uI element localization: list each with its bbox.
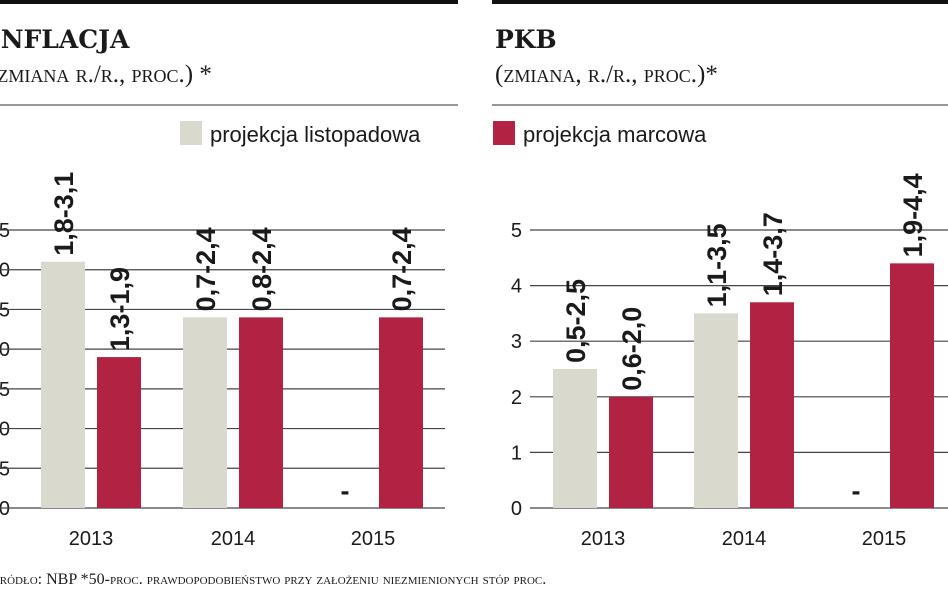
x-tick-label: 2015	[862, 528, 907, 550]
value-label: 1,8-3,1	[49, 172, 79, 256]
x-tick-label: 2013	[581, 528, 626, 550]
x-tick-label: 2014	[722, 528, 767, 550]
value-label: 0,7-2,4	[191, 227, 221, 311]
y-tick-label: 0,0	[0, 498, 10, 520]
value-label: -	[341, 476, 350, 506]
legend-swatch	[180, 121, 202, 145]
y-tick-label: 3,0	[0, 260, 10, 282]
chart-title: INFLACJA	[0, 25, 130, 54]
y-tick-label: 2,0	[0, 339, 10, 361]
legend-swatch	[493, 121, 515, 145]
value-label: 0,7-2,4	[387, 227, 417, 311]
y-tick-label: 3,5	[0, 220, 10, 242]
x-tick-label: 2014	[211, 528, 256, 550]
value-label: 1,9-4,4	[898, 173, 928, 257]
x-tick-label: 2013	[69, 528, 114, 550]
top-rule	[0, 0, 458, 4]
bar	[553, 369, 597, 508]
bar	[97, 357, 141, 508]
value-label: 1,1-3,5	[702, 223, 732, 307]
source-note: Źródło: NBP *50-proc. prawdopodobieństwo…	[0, 569, 546, 588]
bar	[41, 261, 85, 508]
y-tick-label: 4	[511, 276, 522, 298]
bar	[609, 396, 653, 508]
y-tick-label: 2	[511, 387, 522, 409]
y-tick-label: 0,5	[0, 458, 10, 480]
chart-subtitle: (zmiana, r./r., proc.)*	[495, 61, 718, 88]
bar	[183, 317, 227, 508]
x-tick-label: 2015	[351, 528, 396, 550]
chart-title: PKB	[495, 25, 557, 54]
value-label: 1,4-3,7	[758, 212, 788, 296]
y-tick-label: 2,5	[0, 299, 10, 321]
y-tick-label: 5	[511, 220, 522, 242]
value-label: -	[852, 476, 861, 506]
value-label: 1,3-1,9	[105, 267, 135, 351]
top-rule	[492, 0, 948, 4]
legend-label: projekcja listopadowa	[210, 122, 421, 147]
bar	[379, 317, 423, 508]
y-tick-label: 3	[511, 331, 522, 353]
y-tick-label: 1	[511, 442, 522, 464]
bar	[239, 317, 283, 508]
value-label: 0,6-2,0	[617, 307, 647, 391]
y-tick-label: 0	[511, 498, 522, 520]
bar	[750, 302, 794, 508]
bar	[694, 313, 738, 508]
chart-subtitle: (zmiana r./r., proc.) *	[0, 61, 212, 88]
y-tick-label: 1,0	[0, 419, 10, 441]
value-label: 0,8-2,4	[247, 227, 277, 311]
y-tick-label: 1,5	[0, 379, 10, 401]
bar	[890, 263, 934, 508]
value-label: 0,5-2,5	[561, 279, 591, 363]
legend-label: projekcja marcowa	[523, 122, 707, 147]
